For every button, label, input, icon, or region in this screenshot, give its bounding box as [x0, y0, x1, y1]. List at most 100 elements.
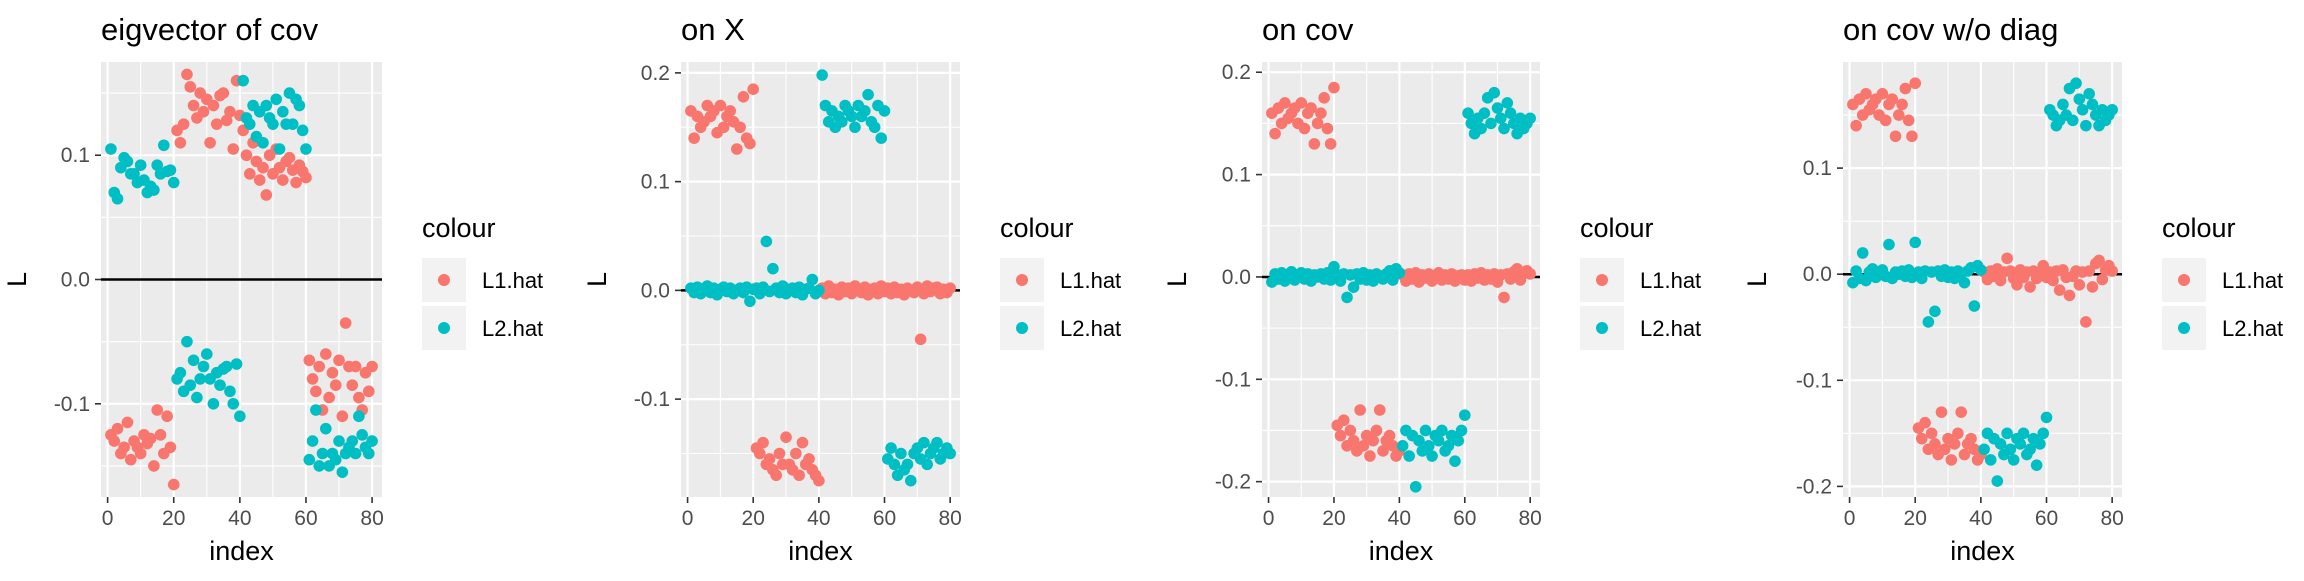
data-point	[336, 466, 349, 478]
legend-title: colour	[2162, 213, 2236, 243]
data-point	[1886, 93, 1899, 105]
y-tick-label: -0.1	[634, 388, 670, 411]
data-point	[875, 132, 888, 144]
y-axis-title: L	[582, 272, 612, 287]
data-point	[1377, 445, 1389, 457]
data-point	[1357, 440, 1370, 452]
data-point	[688, 132, 700, 144]
data-point	[1318, 92, 1330, 104]
data-point	[770, 469, 782, 482]
data-point	[2080, 119, 2092, 132]
data-point	[1295, 97, 1308, 109]
data-point	[717, 121, 730, 134]
data-point	[1370, 424, 1383, 437]
data-point	[744, 137, 756, 150]
data-point	[1501, 97, 1514, 109]
data-point	[1938, 443, 1951, 456]
data-point	[1354, 404, 1366, 416]
data-point	[2093, 254, 2105, 267]
data-point	[1909, 77, 1922, 90]
data-point	[207, 99, 220, 112]
data-point	[2070, 77, 2082, 90]
data-point	[267, 118, 279, 130]
data-point	[290, 176, 302, 189]
y-tick-label: 0.1	[1222, 164, 1251, 187]
data-point	[329, 379, 342, 391]
data-point	[1524, 112, 1536, 125]
chart-panel-4: on cov w/o diag 0 20 40 60 80 -0.2 -0.1 0.0 0.1 in…	[1742, 12, 2283, 566]
data-point	[191, 391, 203, 404]
series-L1.hat	[1266, 81, 1536, 462]
data-point	[151, 404, 163, 416]
data-point	[1373, 404, 1386, 416]
data-point	[310, 385, 322, 398]
data-point	[2047, 274, 2059, 287]
x-tick-label: 0	[102, 507, 114, 530]
data-point	[167, 176, 180, 189]
data-point	[313, 460, 325, 472]
data-point	[731, 143, 743, 155]
data-point	[1334, 429, 1347, 442]
x-tick-label: 20	[162, 507, 185, 530]
legend-label: L1.hat	[2222, 268, 2283, 293]
chart-panel-3: on cov 0 20 40 60 80 -0.2 -0.1 0.0 0.1 0.2 index Lco…	[1162, 12, 1701, 566]
data-point	[2053, 284, 2066, 296]
x-tick-label: 20	[1904, 507, 1927, 530]
data-point	[1396, 440, 1409, 452]
x-tick-label: 40	[228, 507, 251, 530]
data-point	[888, 458, 901, 471]
data-point	[1876, 88, 1889, 100]
data-point	[1896, 98, 1908, 111]
x-tick-label: 80	[1519, 507, 1542, 530]
data-point	[1909, 236, 1922, 249]
data-point	[724, 105, 737, 117]
x-tick-label: 20	[742, 507, 765, 530]
data-point	[1423, 440, 1435, 452]
y-tick-label: 0.1	[1803, 157, 1832, 180]
data-point	[118, 441, 130, 454]
data-point	[1902, 114, 1915, 127]
data-point	[333, 435, 345, 447]
data-point	[121, 416, 134, 429]
data-point	[868, 121, 881, 134]
data-point	[293, 99, 306, 112]
y-tick-label: -0.2	[1796, 475, 1832, 498]
x-tick-label: 60	[873, 507, 896, 530]
data-point	[151, 159, 163, 171]
data-point	[2040, 411, 2053, 424]
data-point	[2086, 98, 2099, 111]
data-point	[346, 379, 359, 391]
data-point	[164, 164, 177, 176]
data-point	[944, 447, 956, 460]
data-point	[813, 474, 825, 487]
x-tick-label: 40	[1388, 507, 1411, 530]
y-axis-title: L	[2, 272, 32, 287]
legend-label: L1.hat	[1640, 268, 1701, 293]
x-tick-label: 80	[360, 507, 383, 530]
data-point	[174, 366, 187, 379]
series-L1.hat	[105, 68, 378, 491]
x-tick-label: 60	[1453, 507, 1476, 530]
data-point	[747, 83, 760, 95]
data-point	[2076, 103, 2089, 116]
data-point	[1919, 416, 1931, 429]
data-point	[780, 431, 792, 443]
data-point	[220, 360, 233, 373]
data-point	[2030, 459, 2043, 471]
data-point	[1925, 427, 1938, 440]
data-point	[296, 124, 309, 137]
data-point	[1984, 454, 1997, 466]
data-point	[353, 410, 365, 423]
data-point	[1315, 107, 1327, 119]
legend-key-L2.hat	[1596, 322, 1608, 334]
data-point	[1347, 434, 1360, 447]
data-point	[300, 171, 312, 184]
data-point	[816, 69, 828, 81]
data-point	[2001, 252, 2013, 265]
data-point	[1991, 475, 2004, 487]
x-tick-label: 0	[682, 507, 694, 530]
legend: colour L1.hat L2.hat	[1000, 213, 1121, 350]
y-axis-title: L	[1162, 272, 1192, 287]
data-point	[224, 385, 236, 398]
data-point	[187, 99, 200, 112]
